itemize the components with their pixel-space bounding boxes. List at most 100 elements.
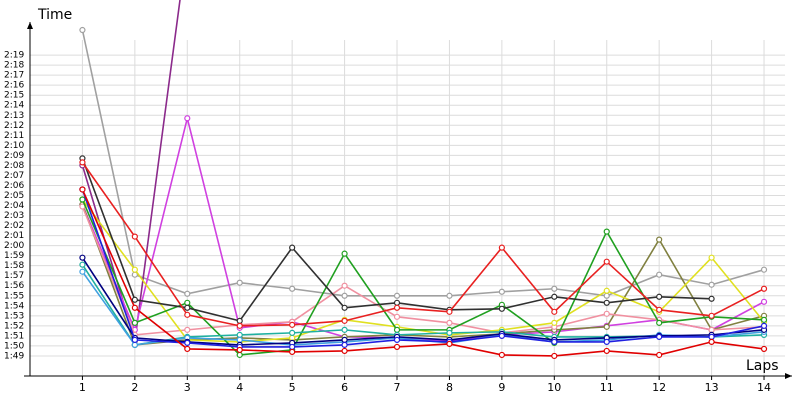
x-tick-label: 7 bbox=[394, 381, 401, 394]
y-axis-title: Time bbox=[37, 7, 72, 23]
point bbox=[341, 336, 348, 343]
point bbox=[289, 348, 296, 356]
point bbox=[446, 308, 453, 315]
point bbox=[131, 266, 138, 273]
point bbox=[79, 268, 86, 275]
point bbox=[708, 326, 715, 333]
point bbox=[760, 316, 768, 323]
y-tick-label: 2:16 bbox=[4, 81, 24, 91]
point bbox=[131, 319, 138, 326]
point bbox=[79, 186, 86, 193]
point bbox=[341, 341, 348, 349]
y-tick-label: 2:11 bbox=[4, 131, 24, 141]
point bbox=[760, 322, 768, 329]
point bbox=[656, 293, 663, 300]
y-tick-label: 2:15 bbox=[4, 91, 24, 101]
y-tick-label: 1:59 bbox=[4, 251, 24, 261]
series-line bbox=[81, 257, 765, 346]
point bbox=[603, 287, 610, 294]
y-tick-label: 2:09 bbox=[4, 151, 24, 161]
y-tick-label: 1:56 bbox=[4, 281, 24, 291]
point bbox=[341, 326, 348, 333]
y-tick-label: 1:54 bbox=[4, 301, 24, 311]
x-tick-label: 5 bbox=[289, 381, 296, 394]
point bbox=[393, 292, 401, 299]
point bbox=[184, 326, 191, 333]
point bbox=[603, 292, 610, 299]
x-tick-label: 6 bbox=[341, 381, 348, 394]
point bbox=[498, 351, 505, 359]
point bbox=[184, 290, 191, 297]
series-line bbox=[81, 29, 765, 297]
x-tick-label: 4 bbox=[236, 381, 243, 394]
point bbox=[551, 319, 558, 326]
point bbox=[708, 333, 715, 340]
y-tick-label: 1:49 bbox=[4, 351, 24, 361]
point bbox=[236, 336, 243, 343]
point bbox=[603, 258, 610, 265]
series-line bbox=[81, 206, 765, 336]
point bbox=[551, 285, 558, 292]
series-line bbox=[81, 189, 765, 357]
point bbox=[184, 299, 191, 306]
point bbox=[184, 311, 191, 318]
y-tick-label: 2:13 bbox=[4, 111, 24, 121]
point bbox=[79, 196, 86, 203]
point bbox=[551, 308, 558, 315]
y-tick-label: 2:05 bbox=[4, 191, 24, 201]
x-tick-label: 10 bbox=[547, 381, 561, 394]
point bbox=[446, 319, 453, 326]
point bbox=[708, 312, 715, 319]
point bbox=[131, 304, 138, 311]
x-tick-label: 11 bbox=[600, 381, 614, 394]
point bbox=[131, 341, 138, 349]
point bbox=[446, 292, 453, 299]
point bbox=[708, 281, 715, 288]
point bbox=[236, 279, 243, 286]
x-tick-label: 1 bbox=[79, 381, 86, 394]
y-tick-label: 2:18 bbox=[4, 61, 24, 71]
y-tick-label: 2:12 bbox=[4, 121, 24, 131]
y-tick-label: 2:00 bbox=[4, 241, 24, 251]
point bbox=[603, 323, 610, 330]
point bbox=[603, 338, 610, 346]
x-tick-label: 12 bbox=[652, 381, 666, 394]
x-tick-label: 9 bbox=[498, 381, 505, 394]
point bbox=[656, 333, 663, 340]
point bbox=[236, 346, 243, 354]
point bbox=[236, 331, 243, 338]
point bbox=[393, 336, 401, 343]
y-tick-label: 2:10 bbox=[4, 141, 24, 151]
plot bbox=[79, 0, 768, 360]
x-tick-label: 14 bbox=[757, 381, 771, 394]
point bbox=[79, 26, 86, 34]
series-line bbox=[81, 199, 765, 356]
point bbox=[393, 304, 401, 311]
point bbox=[184, 304, 191, 311]
point bbox=[341, 347, 348, 355]
point bbox=[498, 244, 505, 251]
point bbox=[656, 319, 663, 326]
point bbox=[656, 236, 663, 243]
point bbox=[446, 329, 453, 336]
point bbox=[236, 322, 243, 329]
y-tick-label: 2:07 bbox=[4, 171, 24, 181]
point bbox=[79, 254, 86, 261]
y-tick-label: 2:03 bbox=[4, 211, 24, 221]
point bbox=[184, 339, 191, 347]
point bbox=[551, 293, 558, 300]
y-tick-label: 1:50 bbox=[4, 341, 24, 351]
point bbox=[656, 271, 663, 278]
point bbox=[551, 352, 558, 360]
point bbox=[289, 329, 296, 336]
y-tick-label: 2:01 bbox=[4, 231, 24, 241]
point bbox=[393, 326, 401, 333]
y-tick-label: 1:53 bbox=[4, 311, 24, 321]
x-tick-label: 13 bbox=[705, 381, 719, 394]
point bbox=[341, 250, 348, 257]
point bbox=[289, 343, 296, 351]
point bbox=[760, 298, 768, 305]
y-tick-label: 1:55 bbox=[4, 291, 24, 301]
point bbox=[289, 285, 296, 292]
